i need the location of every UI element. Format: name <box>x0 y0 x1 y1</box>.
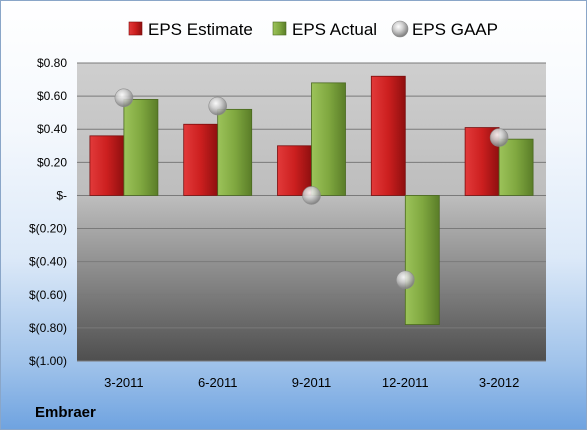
legend-swatch-estimate <box>128 21 143 36</box>
legend-swatch-gaap <box>391 20 409 38</box>
eps-gaap-marker <box>302 186 321 205</box>
x-category-label: 3-2012 <box>479 375 519 390</box>
bars <box>89 75 534 325</box>
legend-label: EPS Estimate <box>148 20 253 39</box>
y-tick-label: $0.80 <box>37 56 67 70</box>
eps-estimate-bar <box>183 123 219 196</box>
y-tick-label: $0.60 <box>37 89 67 103</box>
legend-label: EPS GAAP <box>412 20 498 39</box>
y-tick-label: $(1.00) <box>29 354 67 368</box>
legend: EPS Estimate EPS Actual EPS GAAP <box>128 20 498 39</box>
y-tick-label: $(0.80) <box>29 321 67 335</box>
x-category-label: 12-2011 <box>382 375 429 390</box>
y-axis-ticks: $0.80 $0.60 $0.40 $0.20 $- $(0.20) $(0.40) $(0.… <box>29 56 67 368</box>
legend-label: EPS Actual <box>292 20 377 39</box>
y-tick-label: $- <box>56 188 67 202</box>
legend-swatch-actual <box>272 21 287 36</box>
eps-actual-bar <box>123 99 159 196</box>
y-tick-label: $0.20 <box>37 155 67 169</box>
eps-actual-bar <box>311 82 346 196</box>
x-category-label: 3-2011 <box>104 375 144 390</box>
y-tick-label: $(0.60) <box>29 288 67 302</box>
eps-gaap-marker <box>395 270 415 290</box>
eps-gaap-marker <box>208 96 227 116</box>
company-name: Embraer <box>35 404 96 421</box>
y-tick-label: $0.40 <box>37 122 67 136</box>
x-axis-categories: 3-2011 6-2011 9-2011 12-2011 3-2012 <box>104 375 519 390</box>
x-category-label: 9-2011 <box>292 375 332 390</box>
eps-estimate-bar <box>89 135 125 196</box>
y-tick-label: $(0.40) <box>29 255 67 269</box>
y-tick-label: $(0.20) <box>29 222 67 236</box>
eps-estimate-bar <box>370 75 406 196</box>
eps-actual-bar <box>217 108 253 196</box>
eps-actual-bar <box>498 138 534 196</box>
eps-actual-bar <box>404 195 440 325</box>
x-category-label: 6-2011 <box>198 375 238 390</box>
eps-gaap-marker <box>489 128 509 147</box>
eps-estimate-bar <box>277 145 312 196</box>
gaap-markers <box>114 88 509 290</box>
eps-gaap-marker <box>114 88 134 108</box>
